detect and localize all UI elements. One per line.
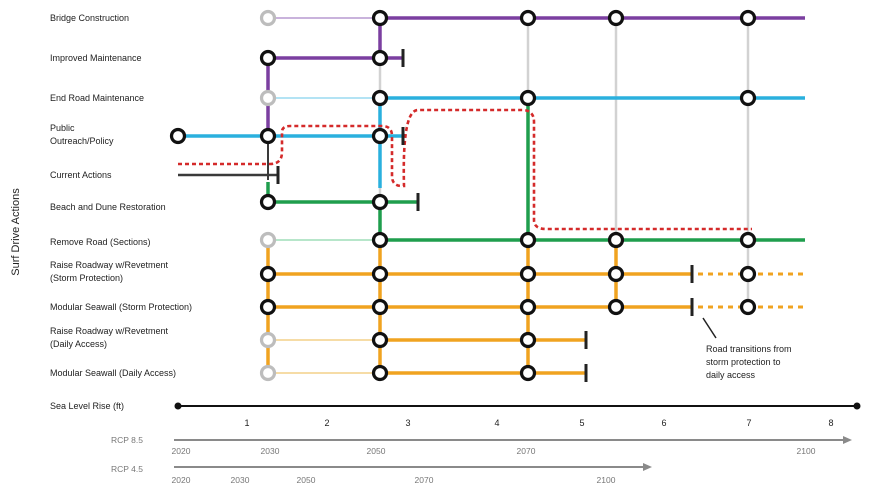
decision-node: [371, 265, 389, 283]
sea-level-rise-tick: 6: [661, 418, 666, 428]
action-labels: Bridge Construction Improved Maintenance E…: [50, 13, 192, 378]
action-label-line: Modular Seawall (Storm Protection): [50, 302, 192, 312]
sea-level-rise-axis: Sea Level Rise (ft): [50, 401, 861, 411]
scenario-year: 2070: [517, 446, 536, 456]
action-label-line: Bridge Construction: [50, 13, 129, 23]
decision-node: [519, 298, 537, 316]
decision-node: [259, 231, 277, 249]
scenario-year: 2030: [231, 475, 250, 485]
decision-node: [259, 265, 277, 283]
decision-node: [739, 231, 757, 249]
action-label-line: Raise Roadway w/Revetment: [50, 326, 169, 336]
decision-node: [519, 9, 537, 27]
end-of-pathway-stops: [276, 49, 694, 382]
decision-node: [371, 231, 389, 249]
decision-node: [519, 265, 537, 283]
sea-level-rise-tick: 7: [746, 418, 751, 428]
decision-node: [371, 298, 389, 316]
scenario-year: 2100: [797, 446, 816, 456]
scenario-year: 2030: [261, 446, 280, 456]
decision-node: [371, 364, 389, 382]
emission-scenario-timelines: RCP 8.5 2020 2030 2050 2070 2100 RCP 4.5 2020 20…: [111, 435, 852, 485]
callout-text-line: Road transitions from: [706, 344, 792, 354]
decision-node: [607, 9, 625, 27]
decision-node: [259, 89, 277, 107]
action-label-line: Raise Roadway w/Revetment: [50, 260, 169, 270]
decision-node: [739, 89, 757, 107]
scenario-year: 2050: [367, 446, 386, 456]
decision-node: [371, 127, 389, 145]
scenario-label: RCP 8.5: [111, 435, 143, 445]
purple-pathways: [266, 16, 805, 136]
decision-node: [607, 231, 625, 249]
action-label-line: Beach and Dune Restoration: [50, 202, 166, 212]
decision-point-gridlines: [378, 14, 750, 376]
decision-node: [371, 193, 389, 211]
action-label-line: (Storm Protection): [50, 273, 123, 283]
decision-node: [739, 298, 757, 316]
decision-node: [371, 331, 389, 349]
current-actions-pathway: [178, 136, 278, 180]
scenario-arrowhead: [643, 463, 652, 471]
sea-level-rise-label: Sea Level Rise (ft): [50, 401, 124, 411]
decision-node: [169, 127, 187, 145]
decision-node: [739, 265, 757, 283]
scenario-year: 2070: [415, 475, 434, 485]
action-label-line: Current Actions: [50, 170, 112, 180]
action-label-line: Public: [50, 123, 75, 133]
sea-level-rise-tick: 2: [324, 418, 329, 428]
scenario-year: 2020: [172, 475, 191, 485]
decision-node: [371, 89, 389, 107]
decision-node: [259, 193, 277, 211]
decision-node: [259, 364, 277, 382]
sea-level-rise-tick: 3: [405, 418, 410, 428]
scenario-year: 2100: [597, 475, 616, 485]
road-transition-callout: Road transitions from storm protection to…: [702, 317, 792, 380]
preferred-pathway-red-dotted: [178, 108, 752, 231]
decision-node: [259, 298, 277, 316]
scenario-arrowhead: [843, 436, 852, 444]
sea-level-rise-tick: 4: [494, 418, 499, 428]
decision-nodes: [169, 9, 757, 382]
action-label-line: Remove Road (Sections): [50, 237, 151, 247]
action-label-line: Improved Maintenance: [50, 53, 142, 63]
decision-node: [739, 9, 757, 27]
action-label-line: Outreach/Policy: [50, 136, 114, 146]
decision-node: [259, 127, 277, 145]
decision-node: [259, 331, 277, 349]
sea-level-rise-tick: 1: [244, 418, 249, 428]
scenario-year: 2020: [172, 446, 191, 456]
decision-node: [259, 9, 277, 27]
decision-node: [519, 364, 537, 382]
inactive-path-segments: [268, 17, 380, 374]
decision-node: [607, 298, 625, 316]
sea-level-rise-tick: 8: [828, 418, 833, 428]
y-axis-title: Surf Drive Actions: [10, 188, 22, 276]
action-label-line: End Road Maintenance: [50, 93, 144, 103]
decision-node: [259, 49, 277, 67]
action-label-line: (Daily Access): [50, 339, 107, 349]
decision-node: [371, 49, 389, 67]
decision-node: [519, 331, 537, 349]
decision-node: [607, 265, 625, 283]
callout-text-line: daily access: [706, 370, 756, 380]
decision-node: [519, 89, 537, 107]
callout-text-line: storm protection to: [706, 357, 781, 367]
sea-level-rise-ticks: 1 2 3 4 5 6 7 8: [244, 418, 833, 428]
green-pathways: [266, 98, 805, 242]
decision-node: [371, 9, 389, 27]
sea-level-rise-tick: 5: [579, 418, 584, 428]
scenario-label: RCP 4.5: [111, 464, 143, 474]
decision-node: [519, 231, 537, 249]
scenario-year: 2050: [297, 475, 316, 485]
action-label-line: Modular Seawall (Daily Access): [50, 368, 176, 378]
